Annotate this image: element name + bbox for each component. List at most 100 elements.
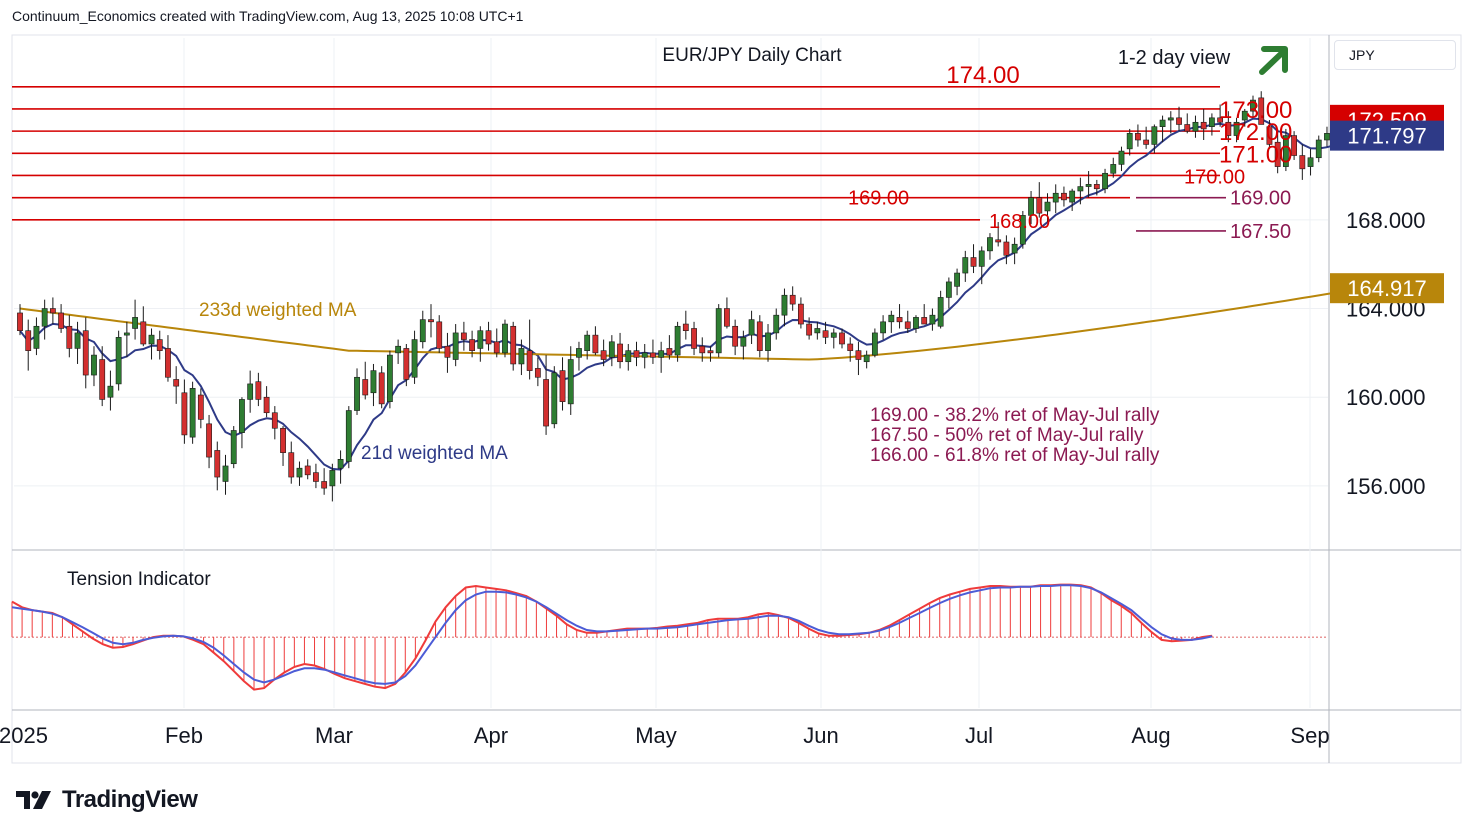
candle	[123, 321, 130, 358]
candle	[395, 339, 402, 364]
candle	[296, 461, 303, 486]
candle	[765, 324, 771, 362]
candle	[732, 319, 739, 356]
candle	[641, 344, 648, 369]
view-label: 1-2 day view	[1118, 47, 1231, 69]
candle	[995, 222, 1002, 247]
candle-body	[625, 350, 632, 363]
candle-body	[789, 294, 796, 305]
candle	[148, 328, 155, 360]
candle-body	[1102, 172, 1108, 190]
chart-title: EUR/JPY Daily Chart	[662, 45, 842, 66]
candle	[362, 361, 369, 400]
candle-body	[814, 328, 821, 334]
candle	[1044, 193, 1051, 223]
candle	[49, 297, 56, 325]
candle	[345, 406, 352, 469]
fib-annotation: 167.50 - 50% ret of May-Jul rally	[870, 425, 1144, 446]
price-tick-label: 156.000	[1346, 474, 1426, 499]
candle-body	[214, 450, 221, 478]
candle-body	[1093, 184, 1100, 190]
candle	[1036, 182, 1043, 218]
candle	[197, 388, 204, 429]
candle	[987, 233, 993, 260]
candle	[1159, 115, 1166, 143]
candle	[173, 366, 180, 404]
candle	[945, 277, 952, 309]
candle	[403, 344, 410, 387]
candle	[132, 299, 138, 340]
candle	[650, 339, 656, 364]
candle-body	[954, 272, 960, 287]
candle	[378, 366, 385, 409]
candle	[937, 290, 944, 329]
price-badge-gold: 164.917	[1330, 273, 1444, 304]
candle-body	[732, 325, 739, 347]
candle-body	[17, 312, 23, 331]
candle	[140, 306, 147, 347]
candle-body	[1159, 119, 1166, 127]
candle-body	[715, 308, 722, 354]
candle-body	[247, 383, 254, 400]
candle-body	[592, 334, 599, 354]
price-badge-value: 164.917	[1347, 276, 1427, 301]
candle-body	[806, 323, 813, 336]
candle	[230, 426, 237, 469]
tradingview-logo[interactable]: TradingView	[14, 786, 198, 814]
candle-body	[962, 257, 969, 274]
candle-body	[674, 325, 681, 356]
candle-body	[165, 348, 171, 378]
candle	[189, 381, 196, 444]
ma233-line	[19, 287, 1361, 361]
candle	[1200, 108, 1207, 140]
candle	[444, 332, 451, 373]
candle	[559, 357, 566, 411]
candle	[847, 337, 854, 362]
candle	[17, 304, 23, 336]
candle	[337, 450, 344, 484]
candle	[1291, 131, 1297, 160]
candle	[1085, 171, 1092, 198]
candle-body	[82, 330, 89, 376]
candle	[789, 286, 796, 311]
candle-body	[1028, 197, 1034, 216]
candle-body	[904, 321, 911, 329]
candle	[321, 468, 328, 495]
level-label: 168.00	[989, 211, 1050, 233]
candle-body	[797, 303, 804, 325]
candle-body	[526, 350, 533, 371]
time-tick-label: 2025	[0, 723, 48, 748]
candle-body	[477, 330, 484, 349]
candle	[1209, 113, 1215, 136]
candle-body	[921, 317, 928, 325]
currency-selector[interactable]: JPY	[1334, 40, 1456, 70]
candle	[1167, 111, 1174, 134]
tension-title: Tension Indicator	[67, 569, 211, 590]
candle-body	[1069, 190, 1076, 203]
candle-body	[880, 321, 886, 334]
candle-body	[280, 427, 286, 453]
candle-body	[99, 359, 106, 400]
candle-body	[230, 430, 237, 465]
candle	[1077, 177, 1084, 205]
candle-body	[929, 314, 936, 325]
candle	[551, 366, 558, 429]
candle	[682, 310, 689, 340]
candle-body	[600, 350, 607, 360]
candle-body	[987, 237, 993, 252]
price-badge-box	[1330, 273, 1444, 304]
candle	[1282, 128, 1289, 172]
candle-body	[1011, 243, 1018, 254]
level-label: 173.00	[1219, 97, 1292, 124]
fib-label: 167.50	[1230, 221, 1291, 243]
candle-body	[296, 467, 303, 478]
candle	[518, 339, 525, 376]
candle-body	[428, 319, 434, 323]
candle-body	[1266, 126, 1273, 145]
candle	[658, 341, 665, 373]
candle	[1225, 111, 1232, 143]
candle-body	[773, 314, 780, 334]
candle-body	[403, 348, 410, 380]
candle-body	[913, 317, 919, 329]
time-tick-label: May	[635, 723, 677, 748]
